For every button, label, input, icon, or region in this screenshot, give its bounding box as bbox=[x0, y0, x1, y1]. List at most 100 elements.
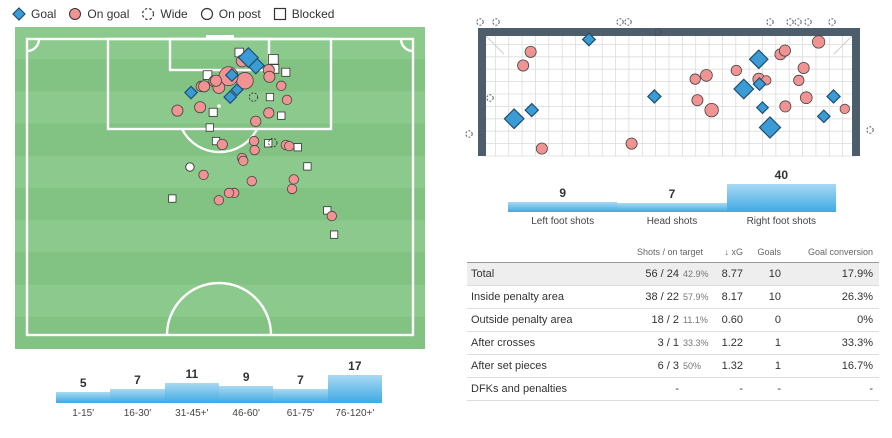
on-goal-shot-marker[interactable] bbox=[799, 91, 813, 105]
on-goal-shot-marker[interactable] bbox=[284, 140, 295, 152]
blocked-shot-marker[interactable] bbox=[330, 230, 339, 239]
on-goal-shot-marker[interactable] bbox=[524, 45, 537, 58]
on-goal-shot-marker[interactable] bbox=[276, 80, 287, 91]
col-shots[interactable]: Shots / on target bbox=[636, 247, 703, 257]
on-goal-shot-marker[interactable] bbox=[793, 74, 805, 86]
on-goal-shot-marker[interactable] bbox=[171, 104, 184, 117]
on-goal-shot-marker[interactable] bbox=[250, 115, 262, 127]
wide-shot-marker[interactable] bbox=[268, 138, 278, 148]
wide-shot-marker[interactable] bbox=[616, 18, 624, 26]
on-goal-shot-marker[interactable] bbox=[223, 187, 235, 199]
on-goal-shot-marker[interactable] bbox=[700, 69, 713, 82]
on-goal-shot-marker[interactable] bbox=[704, 102, 719, 118]
goal-shot-marker[interactable] bbox=[184, 85, 199, 100]
on-goal-shot-marker[interactable] bbox=[839, 103, 850, 115]
wide-shot-marker[interactable] bbox=[766, 18, 774, 26]
wide-shot-marker[interactable] bbox=[492, 18, 500, 26]
on-goal-shot-marker[interactable] bbox=[797, 61, 810, 74]
on-goal-shot-marker[interactable] bbox=[213, 195, 225, 206]
blocked-shot-marker[interactable] bbox=[208, 107, 218, 117]
blocked-shot-marker[interactable] bbox=[205, 123, 214, 132]
wide-shot-marker[interactable] bbox=[486, 94, 494, 102]
wide-shot-marker[interactable] bbox=[804, 18, 812, 26]
on-goal-shot-marker[interactable] bbox=[238, 155, 249, 166]
on-goal-shot-marker[interactable] bbox=[730, 64, 742, 77]
on-goal-shot-marker[interactable] bbox=[778, 44, 791, 57]
on-goal-shot-marker[interactable] bbox=[263, 70, 276, 83]
on-goal-shot-marker[interactable] bbox=[216, 138, 228, 151]
wide-shot-marker[interactable] bbox=[828, 18, 836, 26]
on-post-shot-marker[interactable] bbox=[185, 162, 195, 172]
bar-column[interactable]: 40 Right foot shots bbox=[726, 168, 836, 227]
on-goal-shot-marker[interactable] bbox=[246, 175, 257, 187]
goal-shot-marker[interactable] bbox=[752, 77, 767, 92]
bar-column[interactable]: 17 76-120+' bbox=[327, 355, 382, 419]
wide-shot-marker[interactable] bbox=[465, 130, 473, 138]
row-goals: 10 bbox=[768, 268, 781, 280]
goal-shot-marker[interactable] bbox=[755, 101, 770, 115]
col-goals[interactable]: Goals bbox=[757, 247, 781, 257]
blocked-shot-marker[interactable] bbox=[168, 194, 177, 203]
wide-shot-marker[interactable] bbox=[866, 126, 874, 134]
goal-shot-marker[interactable] bbox=[816, 109, 831, 124]
goal-shot-marker[interactable] bbox=[237, 46, 260, 69]
legend-item-goal[interactable]: Goal bbox=[12, 7, 56, 21]
on-goal-shot-marker[interactable] bbox=[210, 74, 223, 87]
row-name: Total bbox=[471, 268, 495, 280]
wide-shot-marker[interactable] bbox=[654, 28, 662, 36]
on-goal-shot-marker[interactable] bbox=[281, 94, 293, 106]
wide-shot-marker[interactable] bbox=[248, 92, 259, 102]
on-goal-shot-marker[interactable] bbox=[691, 94, 704, 107]
bar-column[interactable]: 7 Head shots bbox=[617, 168, 727, 227]
bar-column[interactable]: 11 31-45+' bbox=[164, 355, 219, 419]
on-goal-shot-marker[interactable] bbox=[194, 101, 207, 114]
on-goal-shot-marker[interactable] bbox=[779, 100, 792, 113]
bar-column[interactable]: 5 1-15' bbox=[56, 355, 111, 419]
on-goal-shot-marker[interactable] bbox=[288, 174, 299, 185]
wide-shot-marker[interactable] bbox=[786, 18, 794, 26]
on-goal-shot-marker[interactable] bbox=[248, 135, 260, 147]
blocked-shot-marker[interactable] bbox=[265, 92, 275, 102]
goal-shot-marker[interactable] bbox=[581, 32, 597, 47]
legend-item-on-post[interactable]: On post bbox=[200, 7, 261, 21]
goal-shot-marker[interactable] bbox=[733, 78, 755, 100]
wide-shot-marker[interactable] bbox=[624, 18, 632, 26]
goal-shot-marker[interactable] bbox=[223, 90, 238, 105]
goal-shot-marker[interactable] bbox=[646, 89, 662, 104]
blocked-shot-marker[interactable] bbox=[277, 111, 286, 120]
legend-item-wide[interactable]: Wide bbox=[141, 7, 188, 21]
on-goal-shot-marker[interactable] bbox=[535, 142, 548, 155]
on-goal-shot-marker[interactable] bbox=[198, 169, 209, 181]
wide-shot-marker[interactable] bbox=[794, 18, 802, 26]
blocked-shot-marker[interactable] bbox=[268, 54, 279, 65]
goal-shot-marker[interactable] bbox=[224, 68, 239, 83]
on-goal-shot-marker[interactable] bbox=[249, 144, 260, 156]
on-goal-shot-marker[interactable] bbox=[517, 59, 530, 72]
legend-item-blocked[interactable]: Blocked bbox=[273, 7, 334, 21]
goal-shot-marker[interactable] bbox=[503, 108, 525, 130]
goal-shot-marker[interactable] bbox=[758, 116, 782, 139]
on-goal-shot-marker[interactable] bbox=[286, 183, 298, 195]
bar-column[interactable]: 7 61-75' bbox=[273, 355, 328, 419]
on-goal-shot-marker[interactable] bbox=[811, 35, 826, 49]
on-goal-shot-marker[interactable] bbox=[689, 73, 701, 85]
on-goal-shot-marker[interactable] bbox=[625, 137, 638, 150]
blocked-shot-marker[interactable] bbox=[281, 67, 291, 77]
blocked-shot-marker[interactable] bbox=[303, 162, 312, 171]
on-goal-shot-marker[interactable] bbox=[198, 80, 211, 93]
blocked-shot-marker[interactable] bbox=[293, 143, 302, 152]
bar-column[interactable]: 9 Left foot shots bbox=[508, 168, 618, 227]
bar-column[interactable]: 9 46-60' bbox=[219, 355, 274, 419]
goal-shot-marker[interactable] bbox=[748, 49, 769, 70]
goal-shot-marker[interactable] bbox=[524, 102, 540, 118]
col-conv[interactable]: Goal conversion bbox=[807, 247, 873, 257]
goal-shot-marker[interactable] bbox=[826, 89, 841, 104]
wide-shot-marker[interactable] bbox=[476, 18, 484, 26]
legend-item-on-goal[interactable]: On goal bbox=[68, 7, 129, 21]
goal-shot-marker[interactable] bbox=[230, 83, 244, 97]
blocked-shot-marker[interactable] bbox=[202, 70, 213, 80]
bar-column[interactable]: 7 16-30' bbox=[110, 355, 165, 419]
on-goal-shot-marker[interactable] bbox=[326, 210, 337, 222]
col-xg[interactable]: ↓ xG bbox=[724, 247, 743, 257]
on-goal-shot-marker[interactable] bbox=[263, 107, 275, 119]
